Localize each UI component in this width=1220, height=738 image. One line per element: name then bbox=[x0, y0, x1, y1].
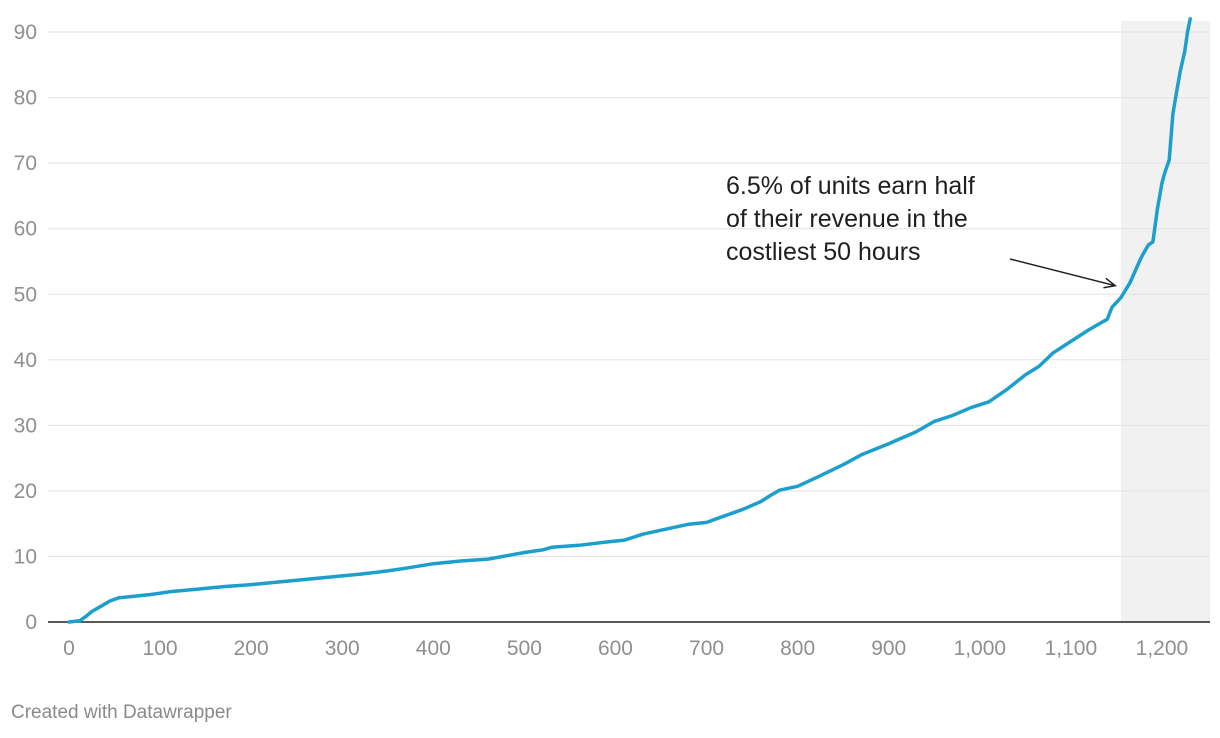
annotation-arrow-line bbox=[1009, 258, 1116, 287]
y-tick-label: 40 bbox=[14, 349, 37, 372]
x-tick-label: 0 bbox=[63, 637, 75, 660]
y-tick-label: 90 bbox=[14, 21, 37, 44]
annotation-text-line: costliest 50 hours bbox=[726, 238, 921, 266]
highlight-region bbox=[1120, 21, 1210, 622]
x-tick-label: 1,200 bbox=[1136, 637, 1189, 660]
annotation-text-line: 6.5% of units earn half bbox=[726, 172, 975, 200]
annotation-text-line: of their revenue in the bbox=[726, 205, 968, 233]
x-tick-label: 100 bbox=[143, 637, 178, 660]
x-tick-label: 1,100 bbox=[1045, 637, 1098, 660]
y-tick-label: 10 bbox=[14, 545, 37, 568]
x-tick-label: 700 bbox=[689, 637, 724, 660]
y-tick-label: 60 bbox=[14, 218, 37, 241]
data-line-series-0 bbox=[67, 17, 1192, 624]
x-tick-label: 400 bbox=[416, 637, 451, 660]
x-tick-label: 300 bbox=[325, 637, 360, 660]
y-tick-label: 0 bbox=[25, 611, 37, 634]
annotation-arrowhead bbox=[1103, 277, 1117, 289]
credit-text: Created with Datawrapper bbox=[11, 702, 232, 723]
y-tick-label: 70 bbox=[14, 152, 37, 175]
y-tick-label: 80 bbox=[14, 87, 37, 110]
x-tick-label: 500 bbox=[507, 637, 542, 660]
x-tick-label: 1,000 bbox=[954, 637, 1007, 660]
x-tick-label: 200 bbox=[234, 637, 269, 660]
x-tick-label: 900 bbox=[871, 637, 906, 660]
x-tick-label: 800 bbox=[780, 637, 815, 660]
y-tick-label: 50 bbox=[14, 283, 37, 306]
y-tick-label: 30 bbox=[14, 414, 37, 437]
x-tick-label: 600 bbox=[598, 637, 633, 660]
y-tick-label: 20 bbox=[14, 480, 37, 503]
